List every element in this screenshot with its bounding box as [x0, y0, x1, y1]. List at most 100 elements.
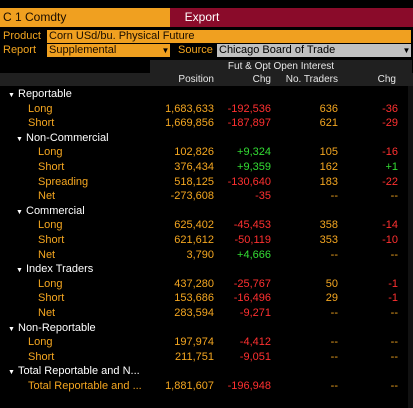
product-field[interactable]: Corn USd/bu. Physical Future [47, 30, 411, 43]
cell-chg: -187,897 [227, 117, 271, 130]
cell-chg2: +1 [385, 161, 398, 173]
cell-traders: 621 [319, 117, 338, 130]
row-label: Long [38, 277, 150, 292]
collapse-triangle-icon[interactable]: ▼ [8, 92, 15, 99]
table-row[interactable]: Short 376,434 +9,359 162 +1 [0, 160, 413, 175]
row-label: Long [28, 102, 150, 117]
row-label: Long [28, 335, 150, 350]
cell-traders: 636 [319, 102, 338, 115]
table-group-row[interactable]: ▼ Commercial [0, 204, 413, 219]
row-label: ▼ Index Traders [16, 262, 150, 279]
trader-chg-column-header[interactable]: Chg [377, 74, 396, 85]
source-dropdown-icon[interactable]: ▼ [402, 44, 411, 57]
row-label-text: Short [38, 161, 65, 173]
row-label-text: Non-Commercial [26, 131, 109, 144]
row-label: Long [38, 218, 150, 233]
collapse-triangle-icon[interactable]: ▼ [8, 325, 15, 333]
cell-position: -273,608 [170, 190, 214, 203]
cell-chg: -9,051 [239, 350, 271, 363]
row-label: Net [38, 248, 150, 263]
cell-position: 1,683,633 [165, 102, 214, 115]
row-label: ▼ Commercial [16, 204, 150, 221]
row-label-text: Long [38, 277, 63, 290]
row-label-text: Long [38, 219, 63, 232]
cell-chg: -50,119 [234, 234, 272, 246]
table-group-row[interactable]: ▼ Index Traders [0, 262, 413, 277]
row-label: ▼ Total Reportable and N... [8, 364, 150, 381]
row-label-text: Commercial [26, 204, 85, 217]
row-label: Long [38, 145, 150, 160]
row-label-text: Total Reportable and ... [28, 380, 142, 392]
cell-traders: 29 [325, 292, 338, 305]
row-label: Short [38, 233, 150, 248]
table-row[interactable]: Net 283,594 -9,271 -- -- [0, 306, 413, 321]
cell-traders: 105 [319, 146, 338, 159]
report-select[interactable]: Supplemental [47, 44, 161, 57]
table-row[interactable]: Short 1,669,856 -187,897 621 -29 [0, 116, 413, 131]
cell-chg: -25,767 [233, 277, 271, 290]
cell-position: 621,612 [174, 234, 214, 246]
cell-position: 102,826 [174, 146, 214, 159]
cell-position: 197,974 [174, 336, 214, 349]
collapse-triangle-icon[interactable]: ▼ [16, 208, 23, 216]
cell-chg: -45,453 [233, 219, 271, 232]
column-header-row: Position Chg No. Traders Chg [0, 73, 413, 86]
row-label: Net [38, 306, 150, 321]
table-row[interactable]: Long 437,280 -25,767 50 -1 [0, 277, 413, 292]
cell-chg2: -- [390, 248, 398, 261]
cell-chg2: -1 [388, 277, 398, 290]
cell-position: 518,125 [174, 175, 214, 188]
row-label-text: Total Reportable and N... [18, 365, 140, 378]
traders-column-header[interactable]: No. Traders [285, 74, 338, 85]
cell-chg: +4,666 [237, 248, 271, 261]
row-label-text: Reportable [18, 88, 72, 100]
scrollbar[interactable] [408, 86, 413, 408]
table-row[interactable]: Short 211,751 -9,051 -- -- [0, 350, 413, 365]
row-label: Short [28, 116, 150, 131]
cell-traders: 50 [325, 277, 338, 290]
table-row[interactable]: Long 102,826 +9,324 105 -16 [0, 145, 413, 160]
cell-position: 211,751 [175, 350, 214, 363]
position-column-header[interactable]: Position [178, 74, 214, 85]
table-row[interactable]: Long 1,683,633 -192,536 636 -36 [0, 102, 413, 117]
table-row[interactable]: Net -273,608 -35 -- -- [0, 189, 413, 204]
collapse-triangle-icon[interactable]: ▼ [8, 369, 15, 377]
cell-traders: 162 [319, 161, 338, 173]
row-label: Spreading [38, 175, 150, 190]
row-label-text: Long [38, 146, 63, 159]
table-row[interactable]: Long 625,402 -45,453 358 -14 [0, 218, 413, 233]
cell-chg2: -36 [382, 102, 398, 115]
table-row[interactable]: Total Reportable and ... 1,881,607 -196,94… [0, 379, 413, 394]
report-dropdown-icon[interactable]: ▼ [161, 44, 170, 57]
collapse-triangle-icon[interactable]: ▼ [16, 267, 23, 275]
cell-chg2: -- [390, 307, 398, 319]
table-row[interactable]: Short 153,686 -16,496 29 -1 [0, 291, 413, 306]
table-row[interactable]: Net 3,790 +4,666 -- -- [0, 248, 413, 263]
export-button[interactable]: Export [184, 10, 220, 24]
table-group-row[interactable]: ▼ Non-Reportable [0, 321, 413, 336]
row-label: ▼ Non-Reportable [8, 321, 150, 338]
row-label: Short [38, 160, 150, 175]
table-row[interactable]: Long 197,974 -4,412 -- -- [0, 335, 413, 350]
cell-chg: -9,271 [239, 307, 271, 319]
table-row[interactable]: Short 621,612 -50,119 353 -10 [0, 233, 413, 248]
cell-chg2: -10 [382, 234, 398, 246]
cell-traders: 358 [319, 219, 338, 232]
cell-position: 1,669,856 [165, 117, 214, 130]
collapse-triangle-icon[interactable]: ▼ [16, 135, 23, 143]
source-select[interactable]: Chicago Board of Trade [217, 44, 402, 57]
row-label-text: Net [38, 307, 56, 319]
chg-column-header[interactable]: Chg [252, 74, 271, 85]
row-label: ▼ Non-Commercial [16, 131, 150, 148]
cell-position: 376,434 [174, 161, 214, 173]
table-row[interactable]: Spreading 518,125 -130,640 183 -22 [0, 175, 413, 190]
table-group-row[interactable]: ▼ Total Reportable and N... [0, 364, 413, 379]
cell-chg2: -14 [382, 219, 398, 232]
table-group-row[interactable]: ▼ Reportable [0, 87, 413, 102]
column-group-header: Fut & Opt Open Interest [150, 60, 412, 73]
table-group-row[interactable]: ▼ Non-Commercial [0, 131, 413, 146]
row-label: Total Reportable and ... [28, 379, 150, 394]
cell-position: 625,402 [174, 219, 214, 232]
ticker-field[interactable]: C 1 Comdty [0, 8, 170, 27]
row-label-text: Long [28, 102, 53, 115]
